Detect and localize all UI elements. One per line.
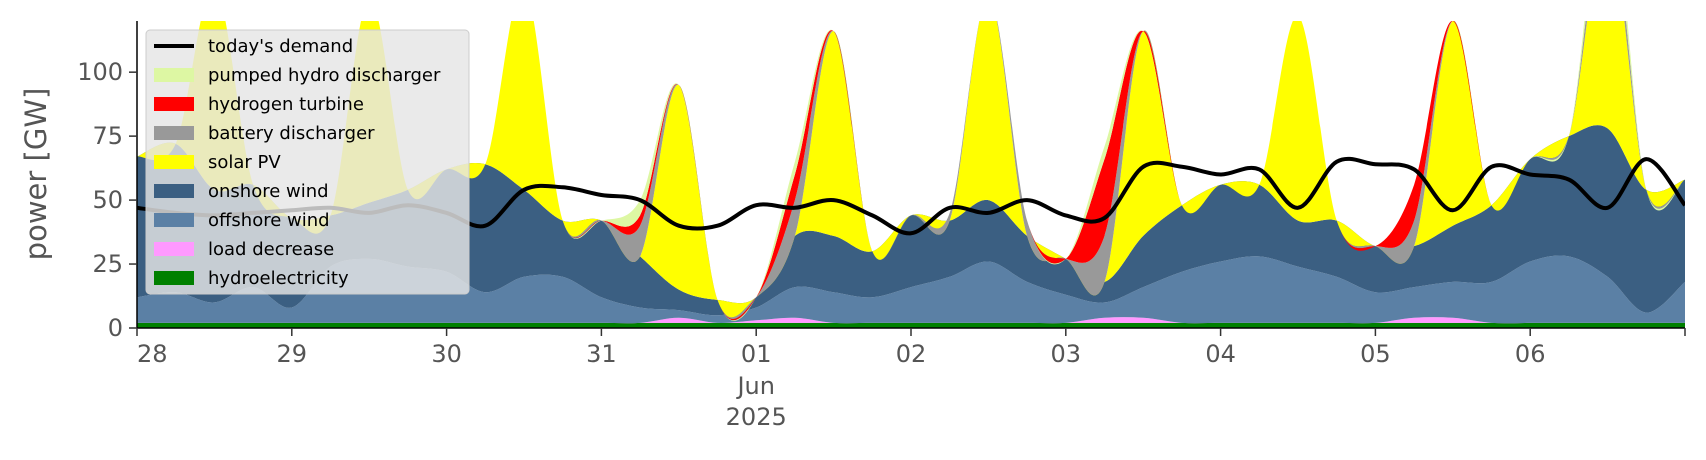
area-hydroelectricity [137,322,1685,328]
legend-background [145,29,470,295]
legend-label: battery discharger [208,123,375,144]
legend-label: today's demand [208,36,353,57]
legend-swatch [154,68,194,82]
y-axis-label: power [GW] [19,88,53,261]
legend-swatch [154,213,194,227]
axes: 0 25 50 75 100 28 29 30 31 01 Jun 2025 02 03 04 05 06 [77,21,1686,431]
x-tick-label: 04 [1205,340,1236,368]
x-tick-label: 30 [431,340,462,368]
legend-swatch [154,271,194,285]
legend-label: pumped hydro discharger [208,65,441,86]
area-solar-PV [137,21,1685,318]
legend: today's demand pumped hydro discharger hyd… [145,29,470,295]
area-series-group [137,21,1685,328]
legend-label: solar PV [208,152,281,173]
x-tick-label: 03 [1051,340,1082,368]
y-tick-label: 100 [77,58,123,86]
x-tick-label: 06 [1515,340,1546,368]
legend-swatch [154,97,194,111]
legend-swatch [154,242,194,256]
x-tick-label: 31 [586,340,617,368]
x-month-label: Jun [735,372,775,400]
legend-swatch [154,184,194,198]
y-tick-label: 0 [108,314,123,342]
legend-label: load decrease [208,239,334,260]
x-tick-label: 28 [137,340,168,368]
legend-label: offshore wind [208,210,330,231]
area-onshore-wind [137,125,1685,316]
x-tick-label: 29 [277,340,308,368]
legend-label: hydroelectricity [208,268,349,289]
y-tick-label: 25 [92,250,123,278]
legend-swatch [154,126,194,140]
x-year-label: 2025 [726,403,787,431]
x-tick-label: 01 [741,340,772,368]
y-tick-label: 75 [92,122,123,150]
legend-label: hydrogen turbine [208,94,364,115]
legend-label: onshore wind [208,181,329,202]
x-tick-label: 05 [1360,340,1391,368]
x-tick-label: 02 [896,340,927,368]
legend-swatch [154,155,194,169]
y-tick-label: 50 [92,186,123,214]
area-offshore-wind [137,255,1685,324]
